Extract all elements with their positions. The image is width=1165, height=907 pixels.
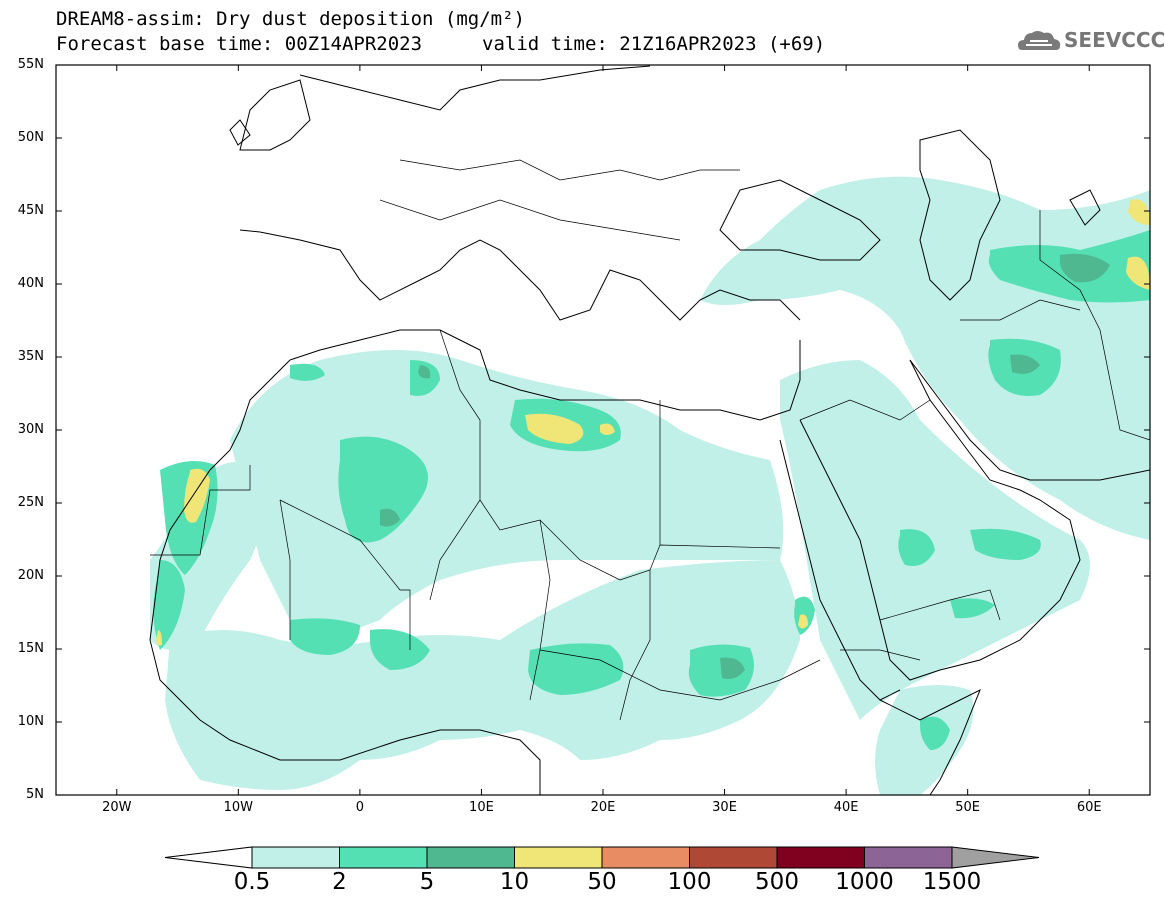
lon-label-0: 0 (355, 800, 365, 815)
lat-label-45n: 45N (17, 203, 44, 218)
forecast-base-time: Forecast base time: 00Z14APR2023 (56, 33, 423, 55)
lat-label-5n: 5N (26, 787, 44, 802)
logo-text: SEEVCCC (1064, 28, 1165, 52)
map-title: DREAM8-assim: Dry dust deposition (mg/m²… (56, 8, 525, 30)
legend-level-label: 0.5 (233, 869, 271, 895)
lat-label-35n: 35N (17, 349, 44, 364)
lat-label-50n: 50N (17, 130, 44, 145)
legend-swatch-1 (339, 846, 428, 869)
lat-label-25n: 25N (17, 495, 44, 510)
legend-swatch-3 (514, 846, 603, 869)
coastlines (149, 65, 1150, 795)
legend-level-label: 50 (587, 869, 617, 895)
legend-under-triangle (164, 846, 253, 869)
lat-label-10n: 10N (17, 714, 44, 729)
lon-label-30e: 30E (712, 800, 737, 815)
valid-time: valid time: 21Z16APR2023 (+69) (482, 33, 826, 55)
legend-level-label: 5 (419, 869, 435, 895)
dust-level-5 (380, 253, 1110, 679)
lat-label-40n: 40N (17, 276, 44, 291)
legend-over-triangle (951, 846, 1040, 869)
lon-label-60e: 60E (1076, 800, 1102, 815)
legend-level-label: 1000 (835, 869, 894, 895)
lat-label-55n: 55N (17, 57, 44, 72)
lat-label-20n: 20N (17, 568, 44, 583)
lon-label-20e: 20E (590, 800, 616, 815)
legend-level-label: 2 (332, 869, 347, 895)
legend-swatch-6 (776, 846, 865, 869)
lon-label-10e: 10E (469, 800, 494, 815)
legend-level-label: 1500 (922, 869, 982, 895)
country-borders (150, 159, 1150, 721)
lon-label-40e: 40E (833, 800, 859, 815)
axis-ticks (56, 64, 1150, 796)
legend-swatch-5 (689, 846, 778, 869)
lat-label-15n: 15N (17, 641, 44, 656)
legend-swatch-7 (864, 846, 953, 869)
dust-fields (150, 176, 1150, 795)
legend-level-label: 100 (667, 869, 712, 895)
legend-level-label: 500 (755, 869, 799, 895)
lon-label-50e: 50E (955, 800, 981, 815)
legend-swatch-2 (426, 846, 515, 869)
legend-swatch-0 (251, 846, 340, 869)
lat-label-30n: 30N (17, 422, 44, 437)
cloud-icon (1018, 31, 1061, 50)
lon-label-10w: 10W (223, 800, 254, 815)
lon-label-20w: 20W (102, 800, 132, 815)
legend-level-label: 10 (499, 869, 530, 895)
dust-level-10 (156, 199, 1150, 646)
legend-swatch-4 (601, 846, 690, 869)
